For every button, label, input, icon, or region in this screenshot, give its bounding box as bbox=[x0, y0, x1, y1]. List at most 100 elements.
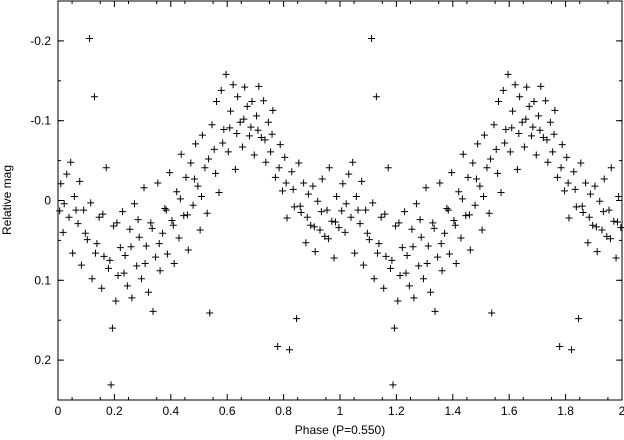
data-point bbox=[276, 141, 284, 149]
data-point bbox=[384, 164, 392, 172]
data-point bbox=[205, 155, 213, 163]
x-tick-label: 1.4 bbox=[444, 404, 461, 418]
data-point bbox=[459, 150, 467, 158]
data-point bbox=[430, 224, 438, 232]
data-point bbox=[408, 225, 416, 233]
data-point bbox=[281, 153, 289, 161]
data-point bbox=[416, 216, 424, 224]
data-point bbox=[331, 218, 339, 226]
data-point bbox=[352, 193, 360, 201]
data-point bbox=[134, 216, 142, 224]
data-point bbox=[593, 248, 601, 256]
data-point bbox=[226, 124, 234, 132]
data-point bbox=[173, 188, 181, 196]
data-point bbox=[286, 346, 294, 354]
data-point bbox=[316, 226, 324, 234]
data-point bbox=[415, 262, 423, 270]
data-point bbox=[508, 124, 516, 132]
data-point bbox=[437, 240, 445, 248]
data-point bbox=[410, 294, 418, 302]
data-point bbox=[149, 307, 157, 315]
data-point bbox=[325, 164, 333, 172]
data-point bbox=[296, 202, 304, 210]
data-point bbox=[120, 269, 128, 277]
data-point bbox=[70, 193, 78, 201]
x-tick-label: 1.8 bbox=[557, 404, 574, 418]
data-point bbox=[445, 250, 453, 258]
data-point bbox=[527, 132, 535, 140]
data-point bbox=[600, 175, 608, 183]
data-point bbox=[592, 223, 600, 231]
data-point bbox=[351, 249, 359, 257]
data-point bbox=[166, 169, 174, 177]
data-point bbox=[90, 93, 98, 101]
data-point bbox=[513, 165, 521, 173]
data-point bbox=[100, 252, 108, 260]
data-point bbox=[607, 164, 615, 172]
x-tick-label: 0.4 bbox=[162, 404, 179, 418]
data-point bbox=[577, 159, 585, 167]
data-point bbox=[128, 294, 136, 302]
data-point bbox=[349, 158, 357, 166]
data-point bbox=[295, 159, 303, 167]
data-point bbox=[145, 288, 153, 296]
data-point bbox=[80, 206, 88, 214]
data-point bbox=[457, 234, 465, 242]
data-point bbox=[190, 175, 198, 183]
data-point bbox=[347, 213, 355, 221]
data-point bbox=[480, 131, 488, 139]
data-point bbox=[222, 70, 230, 78]
data-point bbox=[394, 297, 402, 305]
data-point bbox=[490, 121, 498, 129]
data-point bbox=[155, 240, 163, 248]
data-point bbox=[596, 197, 604, 205]
data-point bbox=[210, 145, 218, 153]
data-point bbox=[318, 175, 326, 183]
data-point bbox=[254, 126, 262, 134]
y-axis-label: Relative mag bbox=[0, 165, 14, 235]
data-point bbox=[229, 81, 237, 89]
data-point bbox=[501, 139, 509, 147]
y-tick-label: 0 bbox=[44, 194, 51, 208]
data-point bbox=[212, 169, 220, 177]
data-point bbox=[492, 145, 500, 153]
data-point bbox=[401, 208, 409, 216]
data-point bbox=[598, 226, 606, 234]
data-point bbox=[342, 200, 350, 208]
data-point bbox=[389, 381, 397, 389]
data-point bbox=[107, 381, 115, 389]
data-point bbox=[615, 193, 623, 201]
y-tick-label: 0.1 bbox=[34, 273, 51, 287]
data-point bbox=[77, 261, 85, 269]
data-point bbox=[317, 208, 325, 216]
data-point bbox=[177, 150, 185, 158]
data-point bbox=[268, 130, 276, 138]
data-point bbox=[311, 248, 319, 256]
data-point bbox=[345, 170, 353, 178]
data-point bbox=[324, 235, 332, 243]
data-point bbox=[241, 83, 249, 91]
data-point bbox=[137, 275, 145, 283]
x-tick-label: 2 bbox=[619, 404, 624, 418]
data-point bbox=[257, 133, 265, 141]
data-point bbox=[578, 202, 586, 210]
data-point bbox=[108, 324, 116, 332]
data-point bbox=[546, 118, 554, 126]
x-tick-label: 0.2 bbox=[106, 404, 123, 418]
data-point bbox=[183, 211, 191, 219]
data-point bbox=[506, 148, 514, 156]
data-point bbox=[189, 201, 197, 209]
data-point bbox=[422, 184, 430, 192]
data-point bbox=[135, 233, 143, 241]
data-point bbox=[148, 224, 156, 232]
data-point bbox=[333, 193, 341, 201]
data-point bbox=[556, 343, 564, 351]
data-point bbox=[476, 182, 484, 190]
data-point bbox=[465, 211, 473, 219]
data-point bbox=[560, 187, 568, 195]
data-point bbox=[72, 206, 80, 214]
data-point bbox=[613, 218, 621, 226]
data-point bbox=[95, 213, 103, 221]
data-point bbox=[76, 177, 84, 185]
